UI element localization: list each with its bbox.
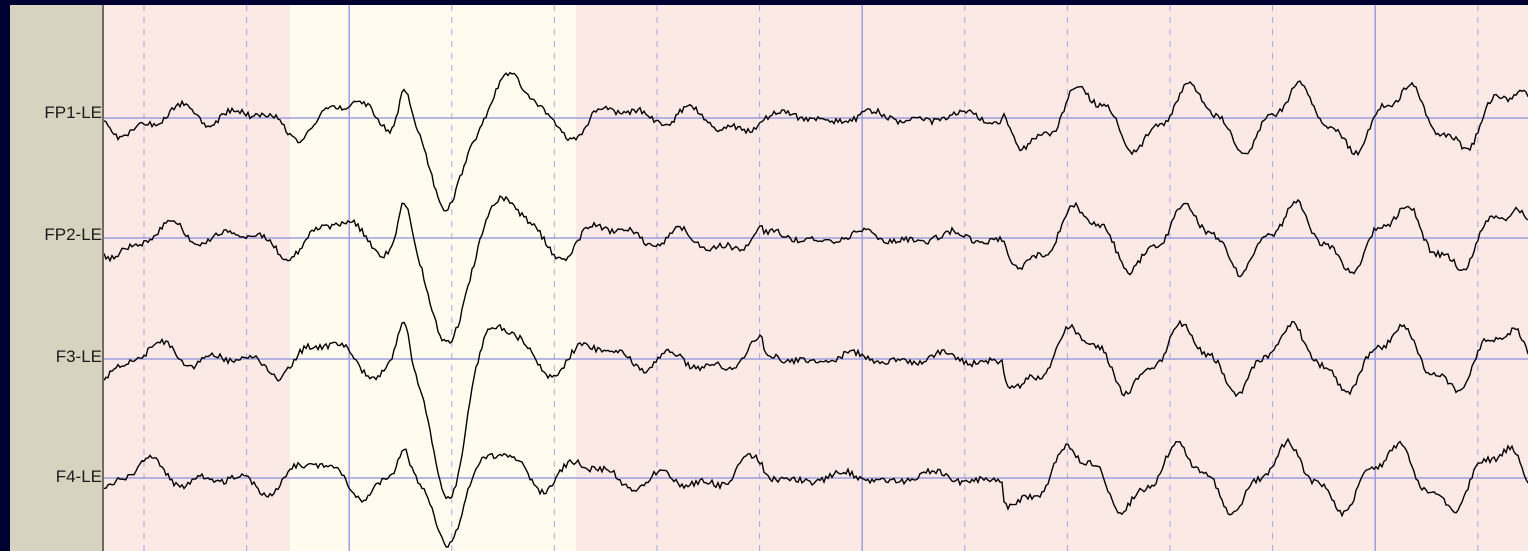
eeg-traces	[104, 71, 1528, 548]
channel-label-f3-le[interactable]: F3-LE	[55, 347, 102, 366]
channel-label-f4-le[interactable]: F4-LE	[55, 467, 102, 486]
eeg-trace-f4-le	[104, 437, 1528, 548]
channel-label-fp1-le[interactable]: FP1-LE	[44, 103, 102, 122]
grid-lines	[143, 5, 1479, 551]
channel-baselines	[104, 117, 1528, 479]
eeg-plot-svg	[104, 5, 1528, 551]
eeg-trace-fp2-le	[104, 195, 1528, 344]
channel-label-fp2-le[interactable]: FP2-LE	[44, 225, 102, 244]
eeg-plot-area[interactable]	[104, 5, 1528, 551]
channel-label-column: FP1-LE FP2-LE F3-LE F4-LE	[10, 5, 104, 551]
highlight-band	[290, 5, 576, 551]
eeg-trace-f3-le	[104, 319, 1528, 500]
eeg-trace-fp1-le	[104, 71, 1528, 212]
